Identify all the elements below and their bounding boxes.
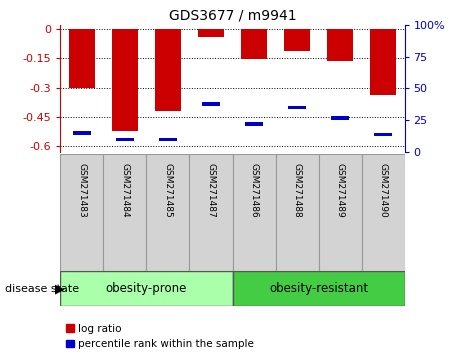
Bar — [327, 29, 353, 61]
Text: GSM271489: GSM271489 — [336, 163, 345, 218]
Bar — [275, 154, 319, 271]
Text: GSM271484: GSM271484 — [120, 163, 129, 218]
Bar — [190, 154, 232, 271]
Text: ▶: ▶ — [55, 282, 65, 295]
Bar — [331, 116, 349, 120]
Bar — [374, 133, 392, 136]
Text: GSM271486: GSM271486 — [250, 163, 259, 218]
Bar — [319, 154, 362, 271]
Bar — [60, 271, 232, 306]
Bar — [288, 106, 306, 109]
Bar — [362, 154, 405, 271]
Text: GSM271485: GSM271485 — [164, 163, 173, 218]
Bar — [284, 29, 310, 51]
Text: disease state: disease state — [5, 284, 79, 293]
Bar — [103, 154, 146, 271]
Text: obesity-prone: obesity-prone — [106, 282, 187, 295]
Bar — [232, 271, 405, 306]
Bar — [73, 131, 91, 135]
Bar — [159, 138, 177, 141]
Text: GSM271490: GSM271490 — [379, 163, 387, 218]
Text: GSM271488: GSM271488 — [292, 163, 301, 218]
Bar — [155, 29, 181, 111]
Bar — [116, 138, 134, 141]
Bar — [198, 29, 224, 36]
Bar — [232, 154, 275, 271]
Text: obesity-resistant: obesity-resistant — [269, 282, 368, 295]
Bar — [241, 29, 267, 59]
Text: GSM271483: GSM271483 — [78, 163, 86, 218]
Bar — [60, 154, 103, 271]
Bar — [370, 29, 396, 95]
Bar — [146, 154, 190, 271]
Bar — [69, 29, 95, 87]
Bar — [245, 122, 263, 126]
Text: GSM271487: GSM271487 — [206, 163, 215, 218]
Legend: log ratio, percentile rank within the sample: log ratio, percentile rank within the sa… — [66, 324, 254, 349]
Bar — [202, 102, 220, 105]
Bar — [112, 29, 138, 131]
Title: GDS3677 / m9941: GDS3677 / m9941 — [169, 8, 296, 22]
